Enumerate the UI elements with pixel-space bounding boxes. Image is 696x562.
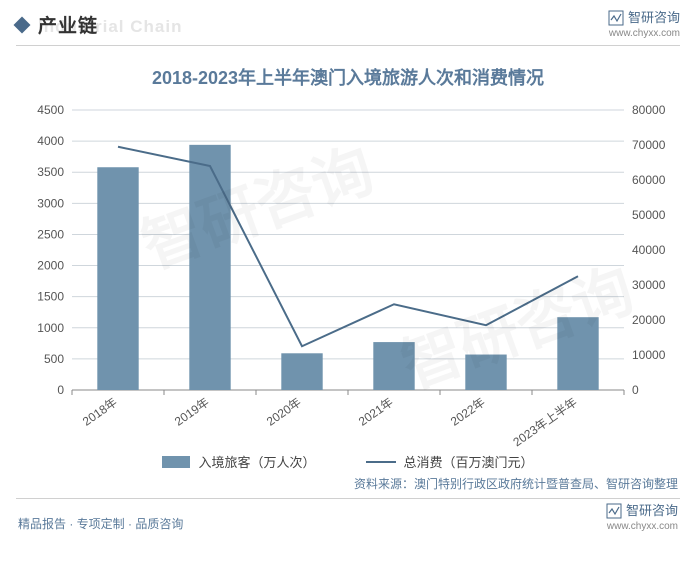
svg-text:20000: 20000 bbox=[632, 313, 666, 327]
svg-text:30000: 30000 bbox=[632, 278, 666, 292]
footer-divider bbox=[16, 498, 680, 499]
header: 产业链 Industrial Chain 智研咨询 www.chyxx.com bbox=[0, 0, 696, 45]
legend-bar-label: 入境旅客（万人次） bbox=[198, 452, 315, 471]
legend-item-line: 总消费（百万澳门元） bbox=[366, 452, 534, 471]
svg-text:2022年: 2022年 bbox=[448, 395, 488, 429]
svg-text:2500: 2500 bbox=[37, 227, 64, 241]
svg-text:2000: 2000 bbox=[37, 259, 64, 273]
chart-svg: 0 500 1000 1500 2000 2500 3000 3500 4000 4500 0 100… bbox=[16, 100, 680, 450]
svg-text:10000: 10000 bbox=[632, 348, 666, 362]
svg-text:1000: 1000 bbox=[37, 321, 64, 335]
header-left: 产业链 Industrial Chain bbox=[16, 11, 98, 38]
brand-url-bottom: www.chyxx.com bbox=[606, 521, 678, 532]
chart-area: 智研咨询 智研咨询 050010001500200025003000350040… bbox=[16, 100, 680, 450]
svg-text:3000: 3000 bbox=[37, 196, 64, 210]
brand-logo-icon bbox=[608, 10, 624, 26]
svg-text:500: 500 bbox=[44, 352, 64, 366]
legend-line-label: 总消费（百万澳门元） bbox=[404, 452, 534, 471]
svg-text:60000: 60000 bbox=[632, 173, 666, 187]
brand-logo-icon-bottom bbox=[606, 503, 622, 519]
svg-text:2020年: 2020年 bbox=[264, 395, 304, 429]
svg-text:2019年: 2019年 bbox=[172, 395, 212, 429]
legend: 入境旅客（万人次） 总消费（百万澳门元） bbox=[0, 452, 696, 471]
svg-text:80000: 80000 bbox=[632, 103, 666, 117]
footer: 精品报告 · 专项定制 · 品质咨询 智研咨询 www.chyxx.com bbox=[0, 503, 696, 538]
svg-text:40000: 40000 bbox=[632, 243, 666, 257]
svg-text:4000: 4000 bbox=[37, 134, 64, 148]
header-divider bbox=[16, 45, 680, 46]
svg-text:2021年: 2021年 bbox=[356, 395, 396, 429]
brand-url-top: www.chyxx.com bbox=[608, 28, 680, 39]
legend-item-bar: 入境旅客（万人次） bbox=[162, 452, 315, 471]
brand-name-top: 智研咨询 bbox=[628, 11, 680, 25]
legend-line-swatch bbox=[366, 461, 396, 463]
svg-text:0: 0 bbox=[632, 383, 639, 397]
diamond-icon bbox=[14, 16, 31, 33]
svg-text:0: 0 bbox=[57, 383, 64, 397]
footer-left: 精品报告 · 专项定制 · 品质咨询 bbox=[18, 515, 183, 532]
svg-text:2018年: 2018年 bbox=[80, 395, 120, 429]
svg-text:2023年上半年: 2023年上半年 bbox=[510, 395, 579, 449]
chart-title: 2018-2023年上半年澳门入境旅游人次和消费情况 bbox=[0, 64, 696, 90]
svg-text:1500: 1500 bbox=[37, 290, 64, 304]
section-title: 产业链 bbox=[38, 11, 98, 38]
legend-bar-swatch bbox=[162, 456, 190, 468]
brand-block-bottom: 智研咨询 www.chyxx.com bbox=[606, 503, 678, 532]
svg-text:70000: 70000 bbox=[632, 138, 666, 152]
source-text: 资料来源：澳门特别行政区政府统计暨普查局、智研咨询整理 bbox=[0, 475, 696, 496]
svg-text:4500: 4500 bbox=[37, 103, 64, 117]
brand-name-bottom: 智研咨询 bbox=[626, 504, 678, 518]
brand-block-top: 智研咨询 www.chyxx.com bbox=[608, 10, 680, 39]
svg-text:50000: 50000 bbox=[632, 208, 666, 222]
svg-text:3500: 3500 bbox=[37, 165, 64, 179]
